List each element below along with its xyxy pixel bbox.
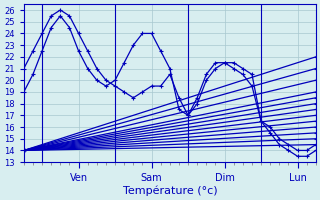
X-axis label: Température (°c): Température (°c) bbox=[123, 185, 217, 196]
